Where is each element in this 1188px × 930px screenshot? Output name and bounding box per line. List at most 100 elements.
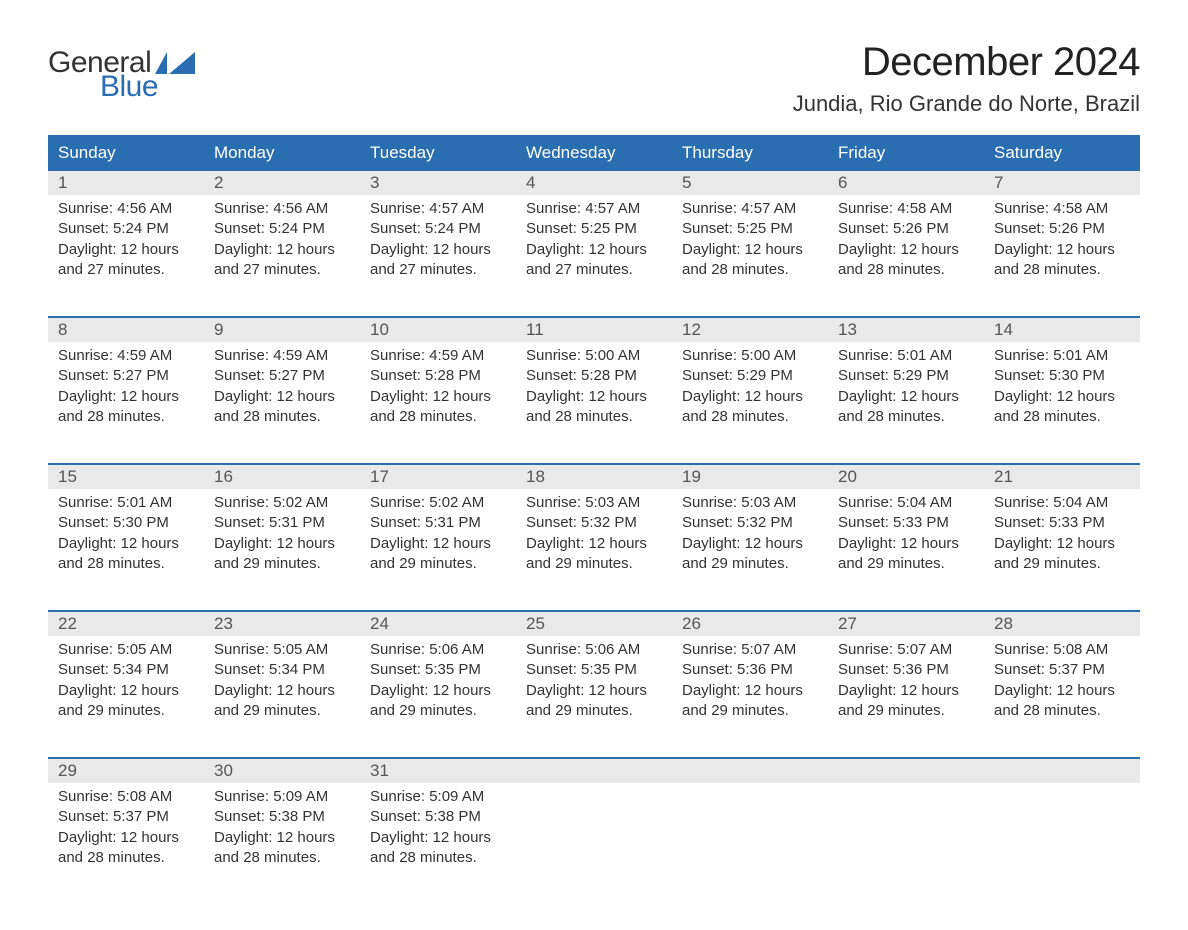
sunrise-line: Sunrise: 5:00 AM (526, 346, 662, 366)
week: 15161718192021Sunrise: 5:01 AMSunset: 5:… (48, 463, 1140, 596)
day-cell: Sunrise: 5:08 AMSunset: 5:37 PMDaylight:… (48, 783, 204, 890)
daylight-line: Daylight: 12 hours and 27 minutes. (526, 240, 662, 281)
day-cell: Sunrise: 5:08 AMSunset: 5:37 PMDaylight:… (984, 636, 1140, 743)
day-cell: Sunrise: 4:58 AMSunset: 5:26 PMDaylight:… (828, 195, 984, 302)
daylight-line: Daylight: 12 hours and 28 minutes. (682, 240, 818, 281)
day-number (516, 759, 672, 783)
sunset-line: Sunset: 5:36 PM (838, 660, 974, 680)
day-number: 22 (48, 612, 204, 636)
sunset-line: Sunset: 5:27 PM (214, 366, 350, 386)
daycontent-row: Sunrise: 5:05 AMSunset: 5:34 PMDaylight:… (48, 636, 1140, 743)
daylight-line: Daylight: 12 hours and 29 minutes. (682, 534, 818, 575)
daynum-row: 293031 (48, 759, 1140, 783)
sunset-line: Sunset: 5:28 PM (370, 366, 506, 386)
daynum-row: 22232425262728 (48, 612, 1140, 636)
day-cell (828, 783, 984, 890)
daylight-line: Daylight: 12 hours and 28 minutes. (58, 534, 194, 575)
day-number: 18 (516, 465, 672, 489)
day-number: 20 (828, 465, 984, 489)
day-number: 2 (204, 171, 360, 195)
day-header: Tuesday (360, 135, 516, 171)
sunset-line: Sunset: 5:24 PM (58, 219, 194, 239)
daylight-line: Daylight: 12 hours and 28 minutes. (994, 387, 1130, 428)
sunrise-line: Sunrise: 5:05 AM (58, 640, 194, 660)
daylight-line: Daylight: 12 hours and 29 minutes. (838, 681, 974, 722)
daylight-line: Daylight: 12 hours and 27 minutes. (370, 240, 506, 281)
day-number: 31 (360, 759, 516, 783)
daylight-line: Daylight: 12 hours and 29 minutes. (214, 534, 350, 575)
daynum-row: 15161718192021 (48, 465, 1140, 489)
day-number: 19 (672, 465, 828, 489)
sunset-line: Sunset: 5:29 PM (682, 366, 818, 386)
day-number: 1 (48, 171, 204, 195)
sunrise-line: Sunrise: 5:02 AM (214, 493, 350, 513)
sunset-line: Sunset: 5:33 PM (994, 513, 1130, 533)
sunset-line: Sunset: 5:30 PM (58, 513, 194, 533)
day-cell: Sunrise: 5:07 AMSunset: 5:36 PMDaylight:… (828, 636, 984, 743)
day-cell: Sunrise: 5:06 AMSunset: 5:35 PMDaylight:… (360, 636, 516, 743)
sunset-line: Sunset: 5:38 PM (214, 807, 350, 827)
day-cell: Sunrise: 5:00 AMSunset: 5:29 PMDaylight:… (672, 342, 828, 449)
location: Jundia, Rio Grande do Norte, Brazil (793, 91, 1140, 117)
daylight-line: Daylight: 12 hours and 28 minutes. (838, 387, 974, 428)
daylight-line: Daylight: 12 hours and 29 minutes. (214, 681, 350, 722)
title-block: December 2024 Jundia, Rio Grande do Nort… (793, 40, 1140, 117)
day-cell: Sunrise: 4:59 AMSunset: 5:28 PMDaylight:… (360, 342, 516, 449)
day-cell: Sunrise: 5:01 AMSunset: 5:29 PMDaylight:… (828, 342, 984, 449)
daylight-line: Daylight: 12 hours and 28 minutes. (214, 828, 350, 869)
day-number: 3 (360, 171, 516, 195)
sunrise-line: Sunrise: 5:01 AM (58, 493, 194, 513)
daycontent-row: Sunrise: 5:01 AMSunset: 5:30 PMDaylight:… (48, 489, 1140, 596)
day-number: 7 (984, 171, 1140, 195)
daylight-line: Daylight: 12 hours and 28 minutes. (214, 387, 350, 428)
week: 891011121314Sunrise: 4:59 AMSunset: 5:27… (48, 316, 1140, 449)
day-number: 10 (360, 318, 516, 342)
sunrise-line: Sunrise: 5:01 AM (994, 346, 1130, 366)
sunset-line: Sunset: 5:35 PM (526, 660, 662, 680)
day-cell: Sunrise: 5:01 AMSunset: 5:30 PMDaylight:… (48, 489, 204, 596)
daylight-line: Daylight: 12 hours and 27 minutes. (58, 240, 194, 281)
month-title: December 2024 (793, 40, 1140, 85)
day-cell: Sunrise: 5:09 AMSunset: 5:38 PMDaylight:… (204, 783, 360, 890)
daylight-line: Daylight: 12 hours and 29 minutes. (838, 534, 974, 575)
week: 1234567Sunrise: 4:56 AMSunset: 5:24 PMDa… (48, 171, 1140, 302)
daycontent-row: Sunrise: 4:59 AMSunset: 5:27 PMDaylight:… (48, 342, 1140, 449)
day-cell: Sunrise: 5:01 AMSunset: 5:30 PMDaylight:… (984, 342, 1140, 449)
daylight-line: Daylight: 12 hours and 29 minutes. (526, 534, 662, 575)
day-cell (516, 783, 672, 890)
daylight-line: Daylight: 12 hours and 29 minutes. (994, 534, 1130, 575)
sunset-line: Sunset: 5:29 PM (838, 366, 974, 386)
sunrise-line: Sunrise: 5:03 AM (682, 493, 818, 513)
sunset-line: Sunset: 5:30 PM (994, 366, 1130, 386)
sunrise-line: Sunrise: 4:59 AM (214, 346, 350, 366)
daycontent-row: Sunrise: 5:08 AMSunset: 5:37 PMDaylight:… (48, 783, 1140, 890)
daylight-line: Daylight: 12 hours and 28 minutes. (682, 387, 818, 428)
day-number: 6 (828, 171, 984, 195)
day-cell: Sunrise: 5:06 AMSunset: 5:35 PMDaylight:… (516, 636, 672, 743)
sunrise-line: Sunrise: 5:09 AM (370, 787, 506, 807)
day-cell: Sunrise: 5:09 AMSunset: 5:38 PMDaylight:… (360, 783, 516, 890)
sunrise-line: Sunrise: 5:08 AM (994, 640, 1130, 660)
sunrise-line: Sunrise: 5:07 AM (682, 640, 818, 660)
daylight-line: Daylight: 12 hours and 29 minutes. (370, 681, 506, 722)
sunrise-line: Sunrise: 5:08 AM (58, 787, 194, 807)
sunset-line: Sunset: 5:32 PM (682, 513, 818, 533)
day-number: 25 (516, 612, 672, 636)
day-header: Monday (204, 135, 360, 171)
sunrise-line: Sunrise: 4:56 AM (214, 199, 350, 219)
sunrise-line: Sunrise: 4:57 AM (526, 199, 662, 219)
sunset-line: Sunset: 5:24 PM (370, 219, 506, 239)
daylight-line: Daylight: 12 hours and 28 minutes. (370, 387, 506, 428)
daylight-line: Daylight: 12 hours and 28 minutes. (58, 828, 194, 869)
day-number: 21 (984, 465, 1140, 489)
sunrise-line: Sunrise: 4:56 AM (58, 199, 194, 219)
day-number: 24 (360, 612, 516, 636)
sunset-line: Sunset: 5:31 PM (214, 513, 350, 533)
daylight-line: Daylight: 12 hours and 28 minutes. (58, 387, 194, 428)
day-cell: Sunrise: 4:56 AMSunset: 5:24 PMDaylight:… (48, 195, 204, 302)
day-cell: Sunrise: 5:00 AMSunset: 5:28 PMDaylight:… (516, 342, 672, 449)
day-number: 30 (204, 759, 360, 783)
day-cell: Sunrise: 5:03 AMSunset: 5:32 PMDaylight:… (672, 489, 828, 596)
day-number: 23 (204, 612, 360, 636)
day-header: Wednesday (516, 135, 672, 171)
